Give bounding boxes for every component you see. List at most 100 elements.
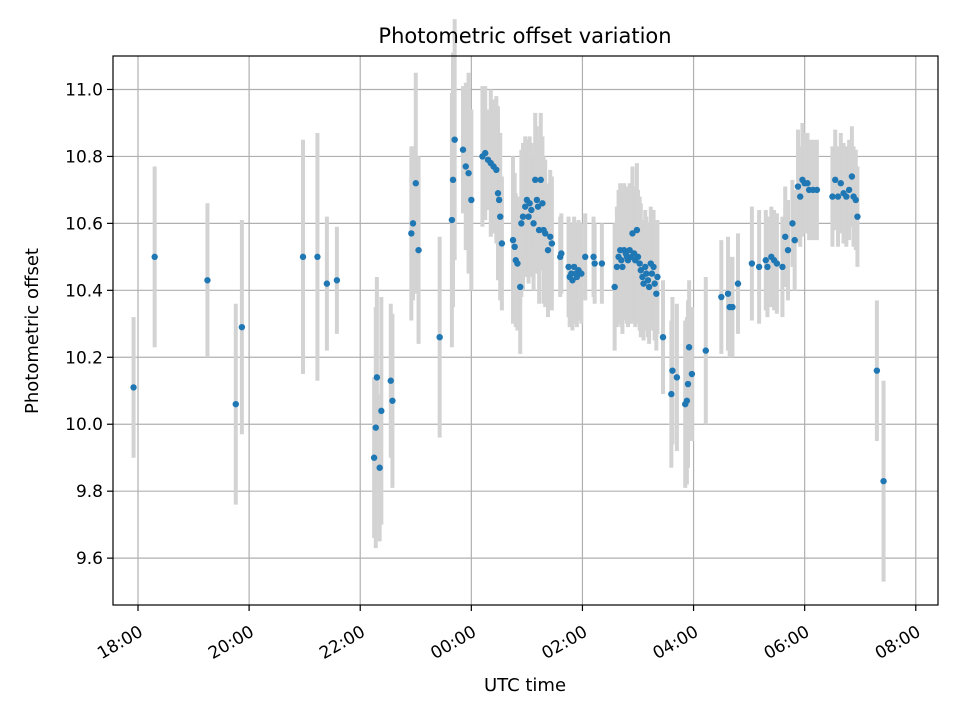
data-point <box>204 277 211 284</box>
data-point <box>462 163 469 170</box>
data-point <box>718 293 725 301</box>
plot-frame <box>112 55 939 606</box>
chart-title: Photometric offset variation <box>378 24 671 48</box>
data-point <box>724 290 732 297</box>
data-point <box>654 273 661 281</box>
data-point <box>514 260 521 267</box>
data-point <box>511 243 518 251</box>
y-axis-title: Photometric offset <box>22 248 43 414</box>
data-point <box>779 263 786 271</box>
data-point <box>387 377 394 384</box>
data-point <box>782 233 789 240</box>
y-tick-label: 10.6 <box>65 214 103 234</box>
data-point <box>626 246 633 254</box>
data-point <box>238 323 246 331</box>
data-point <box>598 260 606 267</box>
data-point <box>373 374 381 381</box>
data-point <box>412 180 419 187</box>
data-point <box>569 277 576 284</box>
data-point <box>668 390 675 398</box>
data-point <box>525 213 532 220</box>
data-point <box>535 226 543 234</box>
data-point <box>619 263 626 271</box>
data-point <box>130 384 137 391</box>
data-point <box>611 283 618 291</box>
data-point <box>669 367 676 374</box>
data-point <box>813 186 821 194</box>
y-tick-label: 10.4 <box>65 281 103 301</box>
data-point <box>526 200 533 207</box>
data-point <box>232 400 239 408</box>
data-point <box>498 240 506 247</box>
data-point <box>565 263 572 271</box>
data-point <box>837 180 844 187</box>
data-point <box>497 213 504 220</box>
data-point <box>591 260 598 267</box>
data-point <box>509 236 517 244</box>
data-point <box>378 407 385 415</box>
data-point <box>644 277 652 284</box>
data-point <box>843 193 850 200</box>
data-point <box>685 344 693 351</box>
point-layer <box>130 136 887 485</box>
data-point <box>643 270 650 277</box>
data-point <box>637 267 644 274</box>
data-point <box>873 367 881 374</box>
data-point <box>618 257 625 264</box>
data-point <box>544 246 552 254</box>
data-point <box>533 196 541 204</box>
data-point <box>495 196 503 204</box>
data-point <box>532 176 539 184</box>
data-point <box>468 196 475 204</box>
data-point <box>436 333 443 341</box>
data-point <box>791 236 798 244</box>
data-point <box>688 370 696 378</box>
data-point <box>299 253 307 261</box>
y-tick-label: 9.8 <box>76 482 103 502</box>
data-point <box>650 263 657 271</box>
data-point <box>852 196 859 204</box>
data-point <box>376 464 383 471</box>
data-point <box>734 280 742 287</box>
data-point <box>528 206 535 214</box>
data-point <box>573 273 581 281</box>
data-point <box>408 230 415 237</box>
data-point <box>729 303 736 311</box>
data-point <box>653 290 660 297</box>
data-point <box>832 176 839 184</box>
data-point <box>558 250 565 257</box>
data-point <box>629 230 636 237</box>
data-point <box>582 253 589 261</box>
data-point <box>854 213 861 220</box>
data-point <box>578 270 585 277</box>
data-point <box>634 253 642 261</box>
data-point <box>762 257 769 264</box>
data-point <box>789 220 796 227</box>
data-point <box>642 263 649 271</box>
data-point <box>845 186 853 194</box>
data-point <box>517 283 524 291</box>
data-point <box>459 146 467 153</box>
data-point <box>333 277 341 284</box>
data-point <box>570 263 578 271</box>
data-point <box>829 193 836 200</box>
data-point <box>684 380 692 388</box>
data-point <box>449 176 457 184</box>
y-tick-label: 11.0 <box>65 80 103 100</box>
data-point <box>804 180 811 187</box>
data-point <box>590 253 597 261</box>
data-point <box>784 246 792 254</box>
y-tick-label: 10.0 <box>65 415 103 435</box>
data-point <box>683 397 691 404</box>
y-tick-label: 10.2 <box>65 348 103 368</box>
data-point <box>613 263 621 271</box>
data-point <box>547 233 554 240</box>
data-point <box>537 176 544 184</box>
data-point <box>764 263 771 271</box>
data-point <box>372 424 379 431</box>
data-point <box>323 280 331 287</box>
data-point <box>522 203 529 210</box>
data-point <box>370 454 378 461</box>
